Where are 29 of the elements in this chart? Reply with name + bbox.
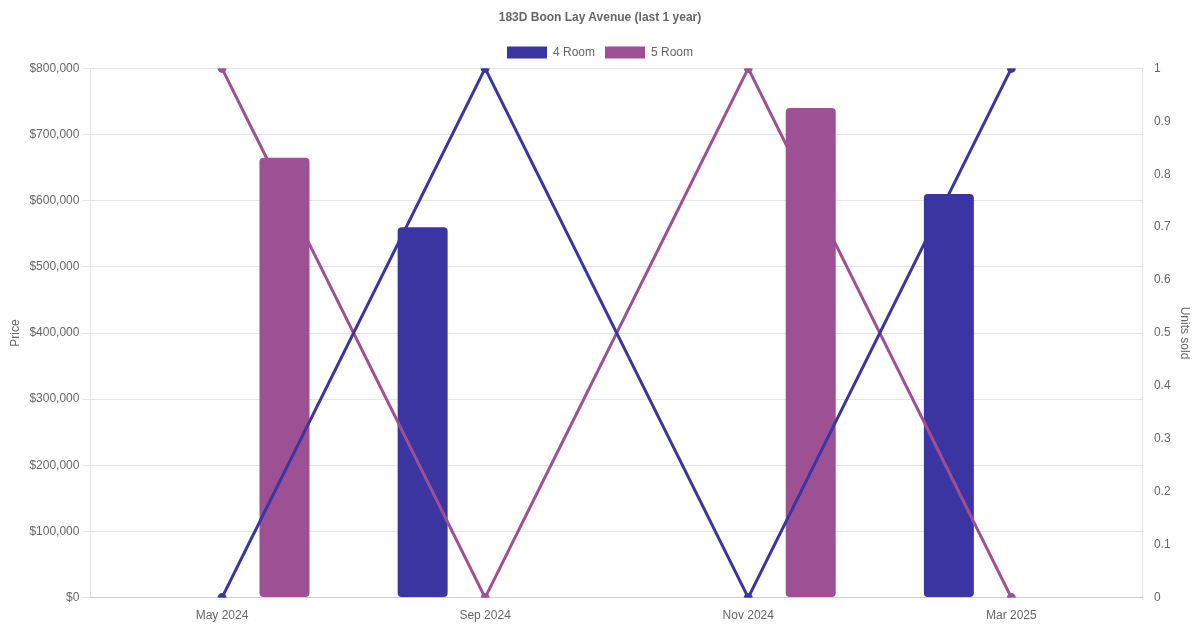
y-tick-label: $300,000 <box>29 391 80 406</box>
x-tick-label: Mar 2025 <box>986 608 1038 623</box>
x-tick-label: Sep 2024 <box>459 608 512 623</box>
y2-axis-title: Units sold <box>1178 306 1193 360</box>
y2-tick-label: 0.7 <box>1153 219 1171 234</box>
legend-label: 4 Room <box>552 44 596 59</box>
y-tick-label: $800,000 <box>29 60 80 75</box>
chart-title: 183D Boon Lay Avenue (last 1 year) <box>498 9 702 24</box>
y-tick-label: $200,000 <box>29 457 80 472</box>
x-tick-label: May 2024 <box>195 608 249 623</box>
y-tick-label: $400,000 <box>29 325 80 340</box>
legend-label: 5 Room <box>651 44 694 59</box>
y-tick-label: $700,000 <box>29 126 80 141</box>
y2-tick-label: 1 <box>1153 60 1161 75</box>
x-tick-label: Nov 2024 <box>722 608 775 623</box>
y2-tick-label: 0.4 <box>1153 378 1171 393</box>
y-tick-label: $0 <box>66 589 80 604</box>
y2-tick-label: 0.3 <box>1153 431 1171 446</box>
y2-tick-label: 0.6 <box>1153 272 1171 287</box>
y2-tick-label: 0 <box>1153 589 1161 604</box>
y-tick-label: $500,000 <box>29 259 80 274</box>
y2-tick-label: 0.9 <box>1153 113 1171 128</box>
y2-tick-label: 0.5 <box>1153 325 1171 340</box>
y-axis-title: Price <box>7 319 22 347</box>
y2-tick-label: 0.1 <box>1153 536 1171 551</box>
y-tick-label: $100,000 <box>29 523 80 538</box>
y2-tick-label: 0.8 <box>1153 166 1171 181</box>
y-tick-label: $600,000 <box>29 193 80 208</box>
y2-tick-label: 0.2 <box>1153 484 1171 499</box>
